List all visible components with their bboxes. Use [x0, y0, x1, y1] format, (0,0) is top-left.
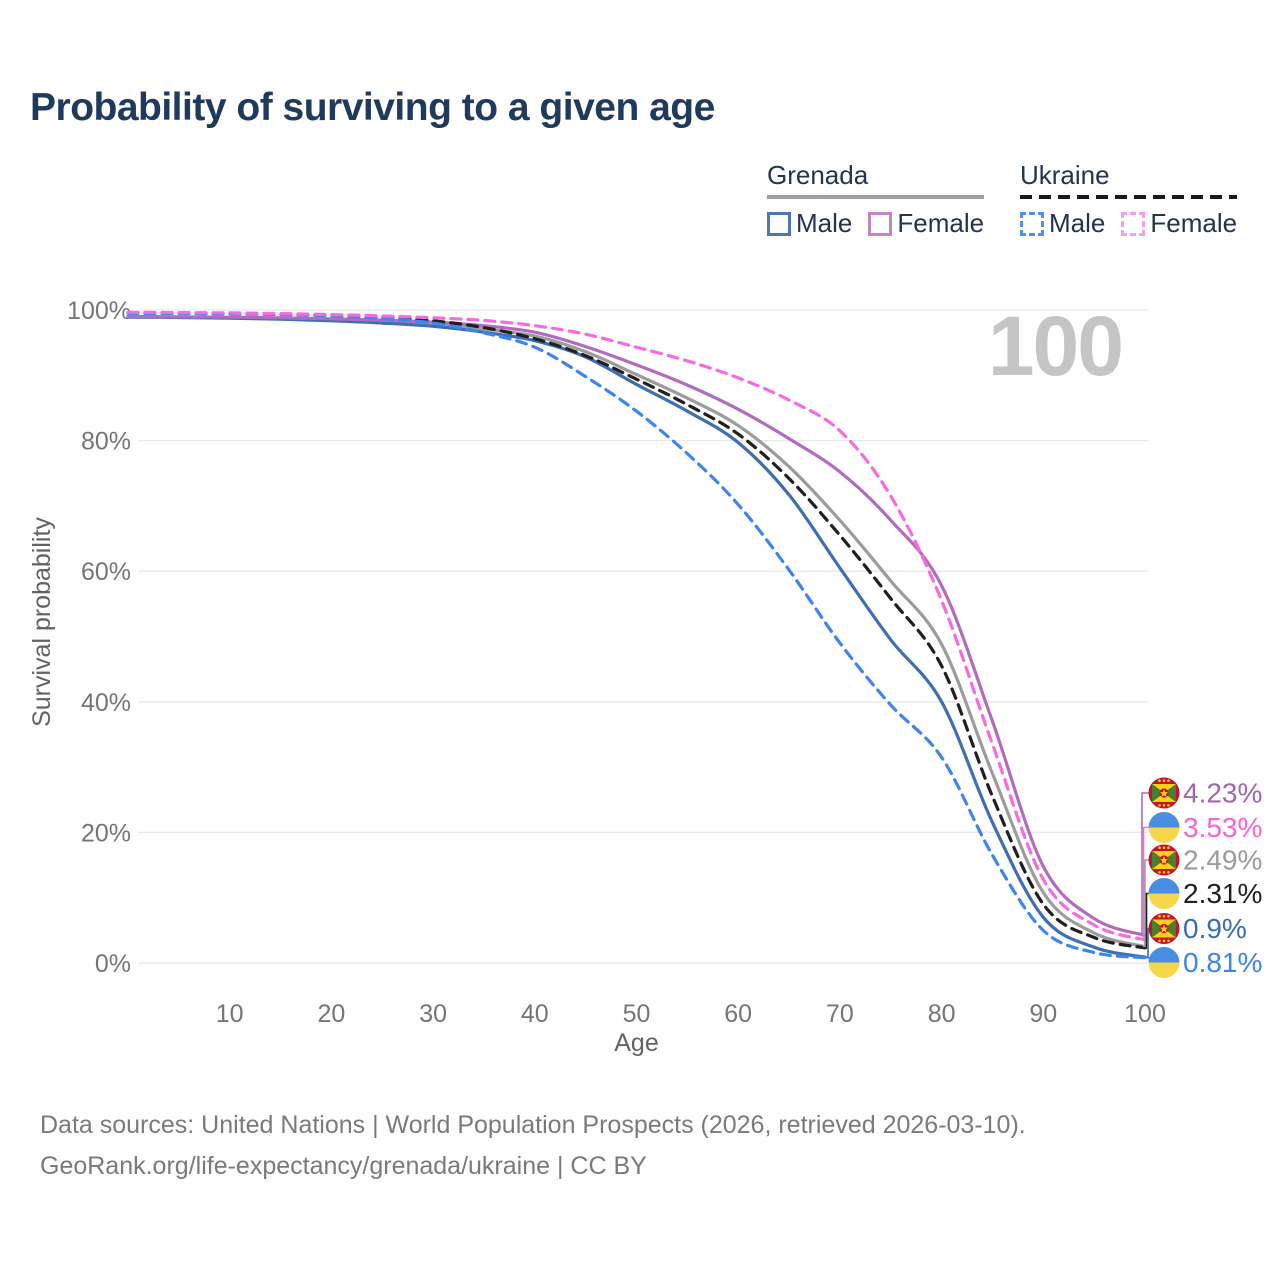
series-line-grenada-male — [126, 315, 1147, 959]
y-tick-label: 0% — [95, 950, 131, 978]
x-tick-label: 80 — [928, 1000, 956, 1028]
y-axis-title: Survival probability — [28, 517, 56, 727]
legend-item-ukraine-male[interactable]: Male — [1020, 208, 1105, 239]
series-lines — [126, 310, 1147, 960]
x-tick-label: 30 — [419, 1000, 447, 1028]
end-value-grenada-total: 2.49% — [1183, 845, 1262, 876]
attribution-link-text: GeoRank.org/life-expectancy/grenada/ukra… — [40, 1152, 647, 1180]
legend-ukraine-title: Ukraine — [1020, 160, 1110, 190]
x-tick-label: 20 — [317, 1000, 345, 1028]
page-title: Probability of surviving to a given age — [30, 86, 715, 129]
data-sources-text: Data sources: United Nations | World Pop… — [40, 1111, 1026, 1139]
ukraine-flag-icon — [1148, 812, 1180, 843]
y-tick-label: 20% — [81, 819, 131, 847]
grenada-flag-icon — [1148, 844, 1180, 876]
y-tick-label: 60% — [81, 558, 131, 586]
ukraine-line-sample — [1020, 195, 1238, 199]
end-label-connector-ukraine-female — [1142, 826, 1150, 941]
footer: Data sources: United Nations | World Pop… — [40, 1105, 1026, 1187]
x-tick-label: 90 — [1029, 1000, 1057, 1028]
end-labels: 4.23%3.53%2.49%2.31% 0.9%0.81% — [1141, 777, 1262, 978]
series-line-ukraine-male — [126, 311, 1147, 960]
grenada-line-sample — [767, 195, 985, 199]
end-label-connector-grenada-total — [1143, 859, 1150, 948]
grenada-male-checkbox[interactable] — [767, 211, 791, 236]
ukraine-flag-icon — [1148, 947, 1180, 978]
x-tick-label: 100 — [1124, 1000, 1166, 1028]
legend-item-grenada-female[interactable]: Female — [868, 208, 984, 239]
y-tick-label: 80% — [81, 428, 131, 456]
x-tick-label: 50 — [623, 1000, 651, 1028]
ukraine-male-label: Male — [1049, 208, 1106, 238]
legend-item-ukraine-female[interactable]: Female — [1121, 208, 1237, 239]
series-line-ukraine-female — [126, 310, 1147, 942]
legend-item-grenada-male[interactable]: Male — [767, 208, 852, 239]
end-value-grenada-male: 0.9% — [1183, 913, 1247, 944]
end-label-connector-ukraine-total — [1143, 892, 1150, 949]
end-label-connector-grenada-female — [1141, 792, 1150, 937]
series-line-ukraine-total — [126, 311, 1147, 950]
gridlines: 0% 20% 40% 60% 80% 100% 10 20 30 40 50 60 70 80 90 100 A… — [28, 297, 1166, 1057]
y-tick-label: 40% — [81, 689, 131, 717]
age-counter-watermark: 100 — [988, 299, 1122, 393]
end-value-ukraine-male: 0.81% — [1183, 947, 1262, 978]
x-tick-label: 70 — [826, 1000, 854, 1028]
x-axis-title: Age — [614, 1029, 658, 1057]
grenada-flag-icon — [1148, 913, 1180, 944]
series-line-grenada-female — [126, 314, 1147, 937]
ukraine-male-checkbox[interactable] — [1020, 211, 1044, 236]
end-value-ukraine-female: 3.53% — [1183, 812, 1262, 843]
y-tick-label: 100% — [67, 297, 131, 325]
grenada-female-checkbox[interactable] — [868, 211, 893, 236]
legend-group-grenada: Grenada Male Female — [767, 160, 985, 239]
legend-group-ukraine: Ukraine Male Female — [1020, 160, 1238, 239]
grenada-flag-icon — [1148, 777, 1180, 809]
grenada-male-label: Male — [796, 208, 853, 238]
x-tick-label: 10 — [216, 1000, 244, 1028]
ukraine-female-checkbox[interactable] — [1121, 211, 1146, 236]
legend-grenada-title: Grenada — [767, 160, 869, 190]
ukraine-female-label: Female — [1150, 208, 1238, 238]
grenada-female-label: Female — [897, 208, 985, 238]
x-tick-label: 60 — [724, 1000, 752, 1028]
end-value-ukraine-total: 2.31% — [1183, 878, 1262, 909]
end-value-grenada-female: 4.23% — [1183, 778, 1262, 809]
ukraine-flag-icon — [1148, 878, 1180, 909]
x-tick-label: 40 — [521, 1000, 549, 1028]
